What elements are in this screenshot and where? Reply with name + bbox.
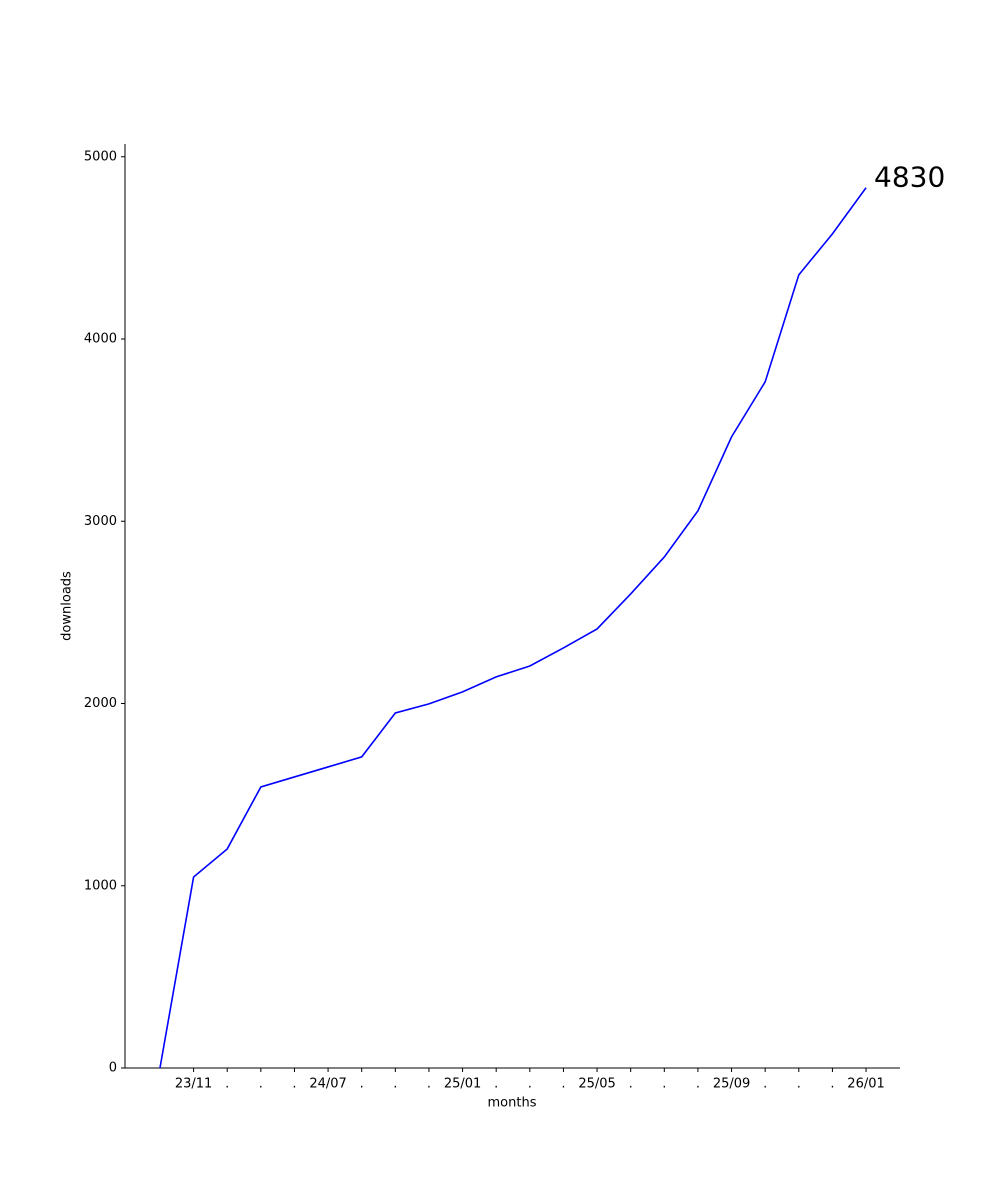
y-tick-label: 4000 <box>84 332 117 347</box>
x-tick-label: 25/05 <box>578 1077 615 1092</box>
x-tick-label: . <box>561 1077 565 1092</box>
x-tick-label: . <box>629 1077 633 1092</box>
x-tick-label: 25/01 <box>444 1077 481 1092</box>
data-label: 4830 <box>874 161 945 194</box>
x-tick-label: . <box>528 1077 532 1092</box>
x-tick-label: . <box>830 1077 834 1092</box>
y-tick-label: 5000 <box>84 149 117 164</box>
x-tick-label: . <box>360 1077 364 1092</box>
x-tick-label: . <box>494 1077 498 1092</box>
y-axis-label: downloads <box>60 571 75 641</box>
x-tick-label: 23/11 <box>175 1077 212 1092</box>
y-tick-label: 2000 <box>84 696 117 711</box>
x-tick-label: . <box>292 1077 296 1092</box>
x-tick-label: . <box>763 1077 767 1092</box>
x-tick-label: . <box>797 1077 801 1092</box>
x-tick-label: . <box>259 1077 263 1092</box>
x-tick-label: 26/01 <box>847 1077 884 1092</box>
x-axis-label: months <box>488 1096 537 1111</box>
x-tick-label: 25/09 <box>713 1077 750 1092</box>
x-tick-label: . <box>696 1077 700 1092</box>
x-tick-label: . <box>393 1077 397 1092</box>
x-tick-label: . <box>662 1077 666 1092</box>
y-tick-label: 1000 <box>84 878 117 893</box>
x-tick-label: 24/07 <box>309 1077 346 1092</box>
x-tick-label: . <box>427 1077 431 1092</box>
x-tick-label: . <box>225 1077 229 1092</box>
y-tick-label: 3000 <box>84 514 117 529</box>
line <box>159 187 867 1069</box>
y-tick-label: 0 <box>109 1061 117 1076</box>
